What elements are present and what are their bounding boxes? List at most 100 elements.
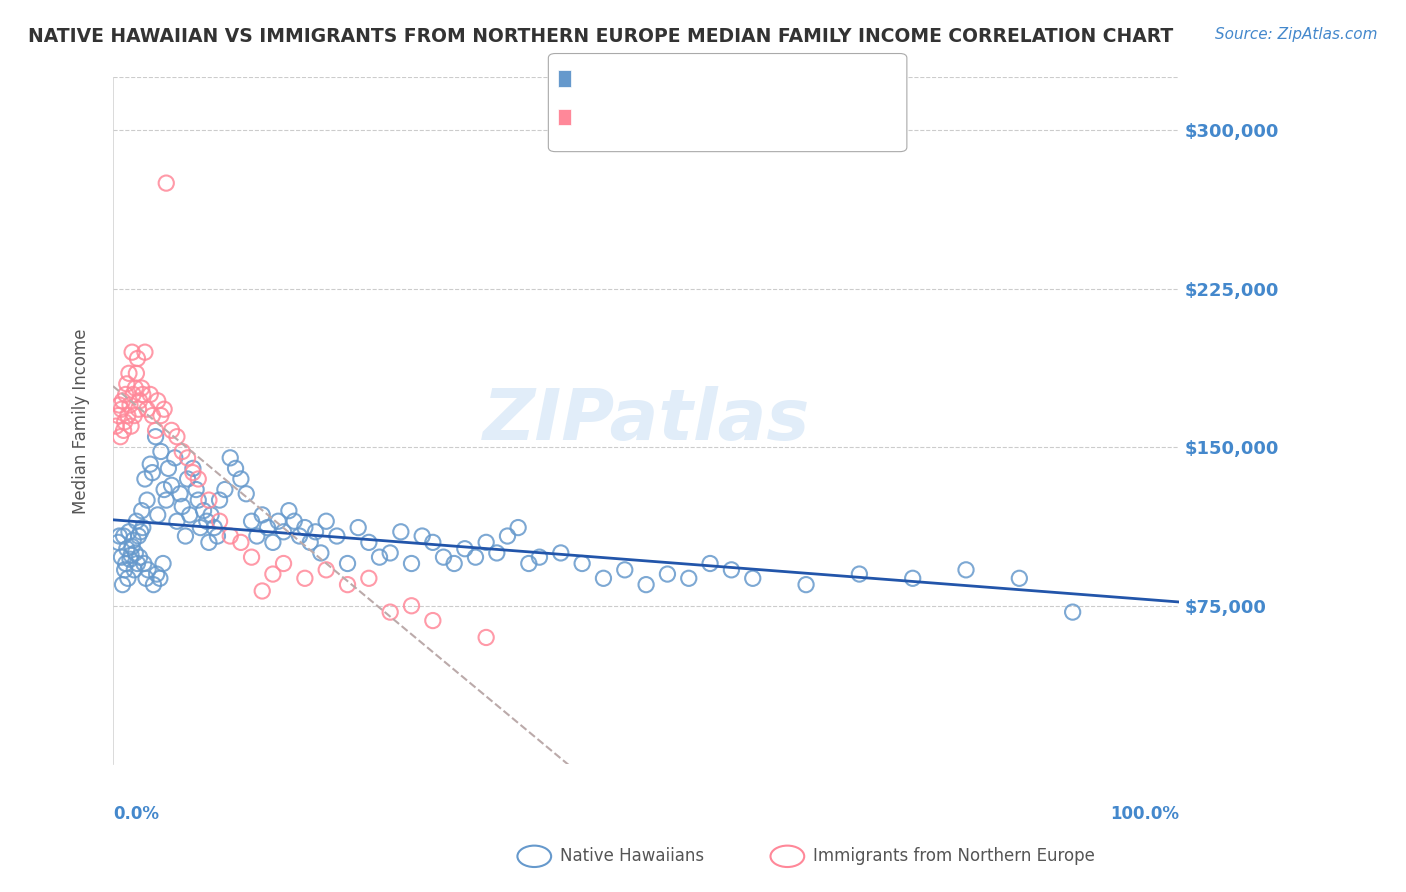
Text: Median Family Income: Median Family Income bbox=[72, 328, 90, 514]
Point bbox=[422, 614, 444, 628]
Point bbox=[309, 546, 332, 560]
Point bbox=[411, 529, 433, 543]
Text: ZIPatlas: ZIPatlas bbox=[482, 386, 810, 455]
Point bbox=[155, 493, 177, 508]
Point bbox=[153, 483, 176, 497]
Point bbox=[256, 520, 278, 534]
Point bbox=[108, 529, 131, 543]
Point bbox=[181, 461, 204, 475]
Point bbox=[848, 567, 870, 582]
Point bbox=[172, 500, 194, 514]
Point bbox=[125, 514, 148, 528]
Point bbox=[267, 514, 290, 528]
Point bbox=[741, 571, 763, 585]
Point bbox=[336, 557, 359, 571]
Point bbox=[128, 402, 150, 417]
Point bbox=[128, 550, 150, 565]
Point bbox=[368, 550, 391, 565]
Point bbox=[181, 466, 204, 480]
Point bbox=[208, 514, 231, 528]
Point bbox=[155, 176, 177, 190]
Point bbox=[152, 557, 174, 571]
Point bbox=[176, 472, 198, 486]
Point bbox=[118, 552, 141, 566]
Point bbox=[120, 419, 142, 434]
Point bbox=[114, 415, 136, 429]
Point bbox=[141, 409, 163, 423]
Point bbox=[1062, 605, 1084, 619]
Point bbox=[121, 345, 143, 359]
Point bbox=[179, 508, 201, 522]
Point bbox=[336, 577, 359, 591]
Point bbox=[304, 524, 326, 539]
Point bbox=[475, 535, 498, 549]
Point bbox=[955, 563, 977, 577]
Point bbox=[117, 571, 139, 585]
Point bbox=[118, 367, 141, 381]
Point bbox=[380, 605, 402, 619]
Point bbox=[464, 550, 486, 565]
Point bbox=[347, 520, 370, 534]
Point bbox=[214, 483, 236, 497]
Point bbox=[139, 387, 162, 401]
Point bbox=[149, 409, 172, 423]
Point bbox=[794, 577, 817, 591]
Point bbox=[190, 520, 212, 534]
Point bbox=[122, 563, 145, 577]
Point bbox=[207, 529, 229, 543]
Point bbox=[172, 444, 194, 458]
Point bbox=[157, 461, 180, 475]
Point bbox=[142, 577, 165, 591]
Text: Source: ZipAtlas.com: Source: ZipAtlas.com bbox=[1215, 27, 1378, 42]
Point bbox=[592, 571, 614, 585]
Point bbox=[107, 409, 129, 423]
Point bbox=[121, 540, 143, 554]
Point bbox=[149, 571, 172, 585]
Text: Native Hawaiians: Native Hawaiians bbox=[560, 847, 704, 865]
Text: N = 114: N = 114 bbox=[745, 69, 820, 87]
Point bbox=[225, 461, 247, 475]
Point bbox=[571, 557, 593, 571]
Point bbox=[252, 584, 274, 599]
Point bbox=[198, 535, 221, 549]
Point bbox=[139, 457, 162, 471]
Point bbox=[1008, 571, 1031, 585]
Point bbox=[443, 557, 465, 571]
Point bbox=[294, 571, 316, 585]
Point bbox=[401, 557, 423, 571]
Point bbox=[145, 567, 167, 582]
Point bbox=[475, 631, 498, 645]
Text: 100.0%: 100.0% bbox=[1111, 805, 1180, 823]
Point bbox=[198, 493, 221, 508]
Point bbox=[357, 535, 380, 549]
Point bbox=[110, 402, 132, 417]
Point bbox=[131, 381, 153, 395]
Point bbox=[240, 514, 263, 528]
Point bbox=[187, 472, 209, 486]
Point bbox=[114, 557, 136, 571]
Point bbox=[235, 487, 257, 501]
Point bbox=[273, 557, 295, 571]
Point bbox=[105, 419, 128, 434]
Point bbox=[132, 557, 155, 571]
Point bbox=[294, 520, 316, 534]
Point bbox=[174, 529, 197, 543]
Point bbox=[112, 423, 135, 437]
Point bbox=[229, 472, 252, 486]
Text: R = -0.268: R = -0.268 bbox=[574, 69, 671, 87]
Point bbox=[357, 571, 380, 585]
Point bbox=[401, 599, 423, 613]
Point bbox=[277, 504, 299, 518]
Point bbox=[149, 444, 172, 458]
Point bbox=[184, 483, 207, 497]
Point bbox=[132, 387, 155, 401]
Point bbox=[117, 409, 139, 423]
Point bbox=[720, 563, 742, 577]
Point bbox=[299, 535, 322, 549]
Point bbox=[124, 546, 146, 560]
Point bbox=[496, 529, 519, 543]
Point bbox=[422, 535, 444, 549]
Point bbox=[114, 563, 136, 577]
Point bbox=[107, 535, 129, 549]
Point bbox=[202, 520, 225, 534]
